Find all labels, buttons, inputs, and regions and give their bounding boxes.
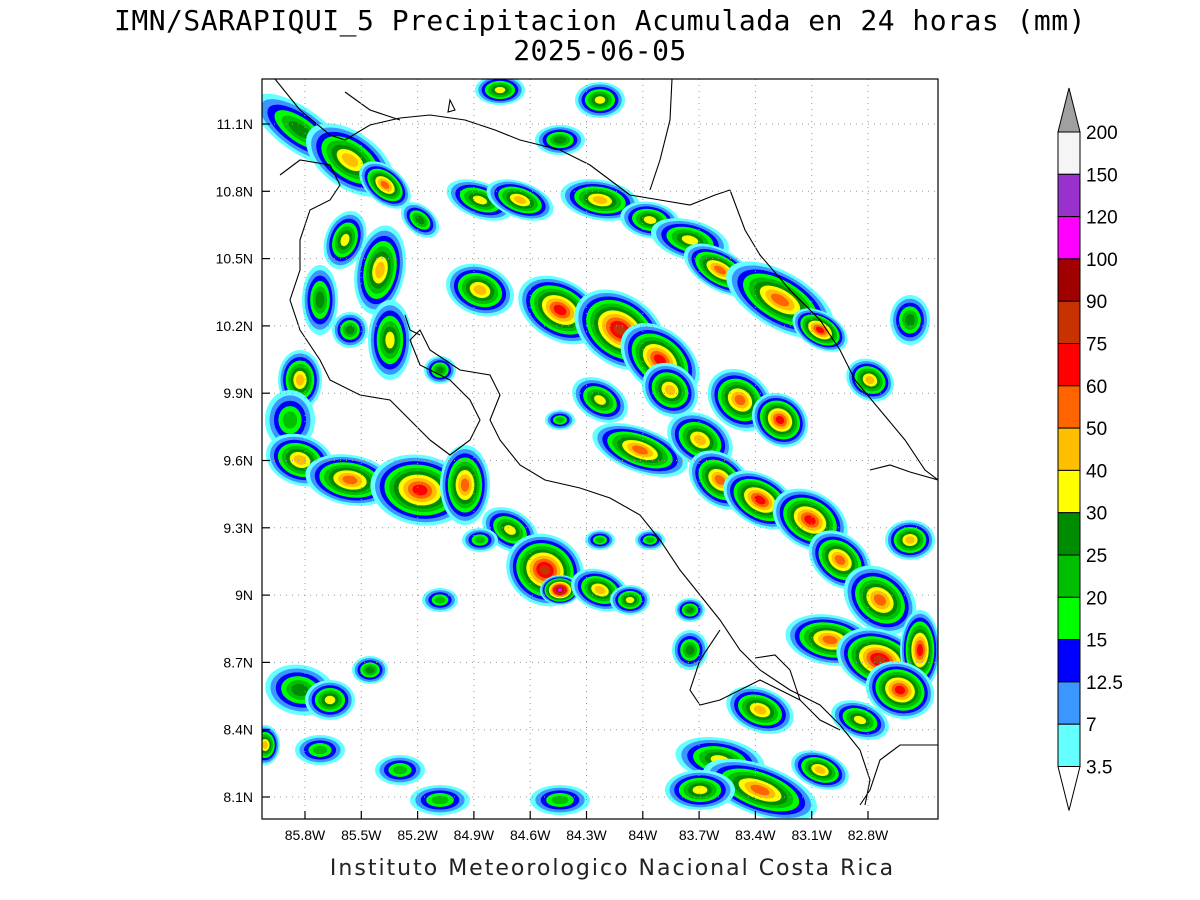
map-date: 2025-06-05 bbox=[513, 34, 687, 67]
colorbar-label: 15 bbox=[1086, 631, 1107, 652]
lon-tick-label: 84W bbox=[628, 827, 658, 843]
lat-tick-label: 10.8N bbox=[216, 183, 253, 199]
lat-tick-label: 8.7N bbox=[223, 654, 253, 670]
colorbar-label: 150 bbox=[1086, 165, 1118, 186]
lat-tick-label: 9.9N bbox=[223, 385, 253, 401]
colorbar-label: 12.5 bbox=[1086, 673, 1123, 694]
lat-tick-label: 8.4N bbox=[223, 722, 253, 738]
lon-tick-label: 82.8W bbox=[848, 827, 889, 843]
colorbar-label: 200 bbox=[1086, 123, 1118, 144]
colorbar-under-arrow bbox=[1057, 766, 1081, 811]
colorbar-label: 40 bbox=[1086, 461, 1107, 482]
colorbar-label: 100 bbox=[1086, 250, 1118, 271]
colorbar-swatch bbox=[1057, 131, 1081, 175]
precipitation-field bbox=[262, 79, 938, 819]
colorbar-over-arrow bbox=[1057, 87, 1081, 133]
lat-tick-label: 10.5N bbox=[216, 251, 253, 267]
lon-tick-label: 85.2W bbox=[397, 827, 438, 843]
colorbar-swatch bbox=[1057, 723, 1081, 768]
institution-credit: Instituto Meteorologico Nacional Costa R… bbox=[329, 856, 896, 881]
lat-tick-label: 9.6N bbox=[223, 453, 253, 469]
colorbar-label: 3.5 bbox=[1086, 758, 1112, 779]
colorbar-swatch bbox=[1057, 300, 1081, 345]
colorbar-swatch bbox=[1057, 512, 1081, 556]
lon-tick-label: 83.7W bbox=[679, 827, 720, 843]
map-frame bbox=[261, 78, 939, 820]
colorbar-swatch bbox=[1057, 469, 1081, 514]
colorbar-label: 60 bbox=[1086, 377, 1107, 398]
colorbar-swatch bbox=[1057, 343, 1081, 387]
colorbar-label: 120 bbox=[1086, 208, 1118, 229]
lat-tick-label: 8.1N bbox=[223, 789, 253, 805]
colorbar-swatch bbox=[1057, 216, 1081, 260]
lat-tick-label: 9N bbox=[235, 587, 253, 603]
lat-tick-label: 10.2N bbox=[216, 318, 253, 334]
lon-tick-label: 84.6W bbox=[510, 827, 551, 843]
colorbar-swatch bbox=[1057, 596, 1081, 641]
colorbar-label: 75 bbox=[1086, 335, 1107, 356]
colorbar-swatch bbox=[1057, 427, 1081, 471]
colorbar-swatch bbox=[1057, 639, 1081, 683]
lat-tick-label: 9.3N bbox=[223, 520, 253, 536]
color-legend: 200 150 120 100 90 75 60 50 40 30 25 20 15 12.5 7 3.5 bbox=[1057, 87, 1123, 811]
colorbar-swatch bbox=[1057, 258, 1081, 302]
colorbar-label: 90 bbox=[1086, 292, 1107, 313]
coastlines bbox=[274, 79, 938, 806]
colorbar-label: 25 bbox=[1086, 546, 1107, 567]
colorbar-swatch bbox=[1057, 385, 1081, 429]
map-title: IMN/SARAPIQUI_5 Precipitacion Acumulada … bbox=[113, 4, 1086, 37]
lon-tick-label: 83.1W bbox=[791, 827, 832, 843]
lat-tick-label: 11.1N bbox=[217, 116, 253, 132]
lon-tick-label: 85.8W bbox=[285, 827, 326, 843]
lon-tick-label: 84.3W bbox=[566, 827, 607, 843]
colorbar-swatch bbox=[1057, 554, 1081, 598]
latitude-axis: 11.1N 10.8N 10.5N 10.2N 9.9N 9.6N 9.3N 9N 8.7N 8.… bbox=[216, 116, 270, 805]
rain-bands bbox=[262, 79, 938, 819]
colorbar-label: 20 bbox=[1086, 588, 1107, 609]
longitude-axis: 85.8W 85.5W 85.2W 84.9W 84.6W 84.3W 84W 83.7W 83… bbox=[285, 811, 889, 843]
colorbar-swatch bbox=[1057, 173, 1081, 218]
colorbar-label: 30 bbox=[1086, 504, 1107, 525]
colorbar-label: 50 bbox=[1086, 419, 1107, 440]
lon-tick-label: 83.4W bbox=[735, 827, 776, 843]
lon-tick-label: 85.5W bbox=[341, 827, 382, 843]
lon-tick-label: 84.9W bbox=[454, 827, 495, 843]
colorbar-label: 7 bbox=[1086, 715, 1097, 736]
colorbar-swatch bbox=[1057, 681, 1081, 725]
